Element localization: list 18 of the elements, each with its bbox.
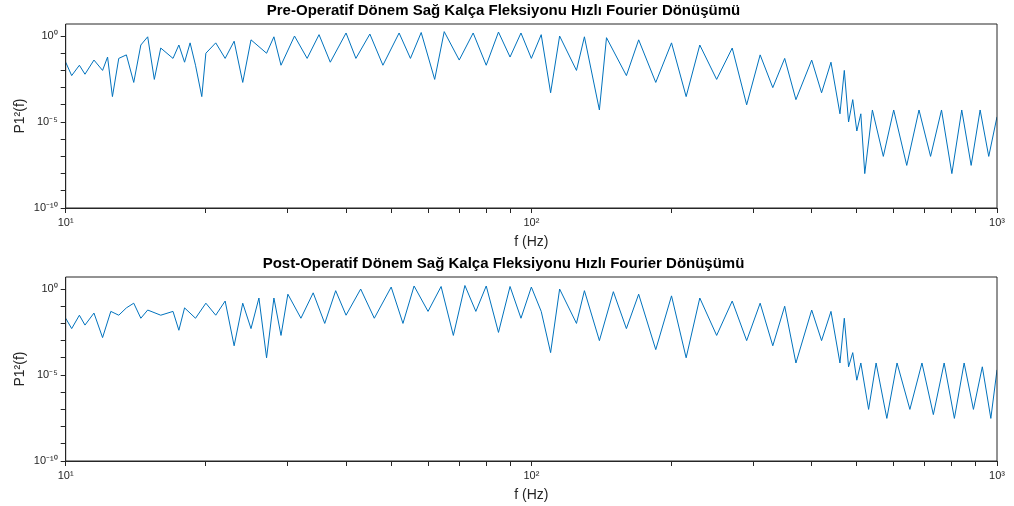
y-tick-label: 10⁰	[41, 29, 58, 42]
y-tick-label: 10⁻¹⁰	[33, 454, 58, 467]
x-axis-title: f (Hz)	[514, 486, 549, 503]
x-tick-label: 10³	[989, 215, 1006, 228]
y-axis-title: P1²(f)	[11, 98, 28, 134]
chart-title: Post-Operatif Dönem Sağ Kalça Fleksiyonu Hızlı Fourier Dönüşümü	[262, 254, 745, 272]
y-tick-label: 10⁻⁵	[36, 368, 58, 381]
y-axis-title: P1²(f)	[11, 351, 28, 387]
x-axis-title: f (Hz)	[514, 233, 549, 250]
x-tick-label: 10¹	[57, 215, 74, 228]
x-tick-label: 10²	[523, 215, 540, 228]
y-tick-label: 10⁰	[41, 282, 58, 295]
y-tick-label: 10⁻⁵	[36, 115, 58, 128]
x-tick-label: 10²	[523, 468, 540, 481]
x-tick-label: 10³	[989, 468, 1006, 481]
y-tick-label: 10⁻¹⁰	[33, 201, 58, 214]
x-tick-label: 10¹	[57, 468, 74, 481]
chart-title: Pre-Operatif Dönem Sağ Kalça Fleksiyonu Hızlı Fourier Dönüşümü	[266, 1, 741, 19]
